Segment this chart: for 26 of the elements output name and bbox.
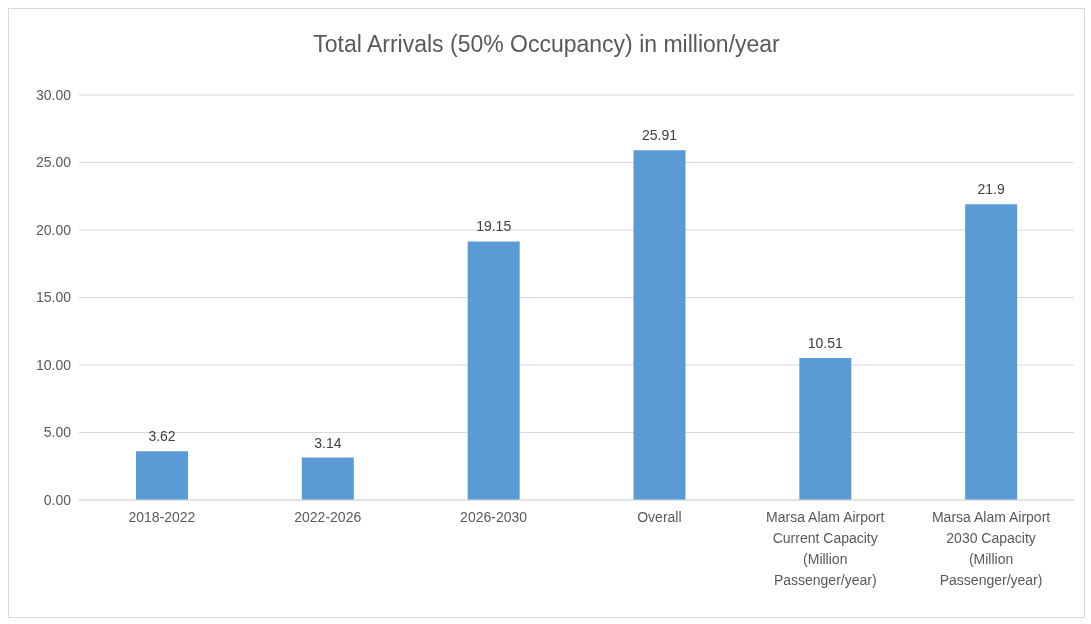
- bar: [799, 358, 852, 500]
- data-label: 3.14: [314, 434, 342, 451]
- bar: [301, 457, 354, 500]
- bar: [965, 204, 1018, 500]
- x-tick-label: 2018-2022: [128, 509, 196, 525]
- y-tick-label: 0.00: [43, 491, 72, 508]
- chart-title: Total Arrivals (50% Occupancy) in million/year: [312, 30, 781, 59]
- data-label: 10.51: [807, 335, 844, 352]
- x-tick-label: 2026-2030: [460, 509, 528, 525]
- bar: [467, 241, 520, 500]
- y-tick-label: 25.00: [35, 154, 72, 171]
- data-label: 25.91: [641, 127, 678, 144]
- x-tick-label: Overall: [637, 509, 682, 525]
- x-tick-label: 2022-2026: [294, 509, 362, 525]
- y-tick-label: 10.00: [35, 356, 72, 373]
- y-tick-label: 15.00: [35, 289, 72, 306]
- bar: [633, 150, 686, 500]
- x-tick-label: Marsa Alam Airport 2030 Capacity (Million Passenger/year): [931, 509, 1051, 588]
- data-label: 19.15: [476, 218, 512, 235]
- y-tick-label: 30.00: [35, 86, 72, 103]
- y-tick-label: 20.00: [35, 221, 72, 238]
- x-tick-label: Marsa Alam Airport Current Capacity (Million Passenger/year): [766, 509, 885, 588]
- data-label: 21.9: [977, 181, 1005, 198]
- y-tick-label: 5.00: [43, 424, 72, 441]
- data-label: 3.62: [148, 428, 176, 445]
- bar: [136, 451, 188, 500]
